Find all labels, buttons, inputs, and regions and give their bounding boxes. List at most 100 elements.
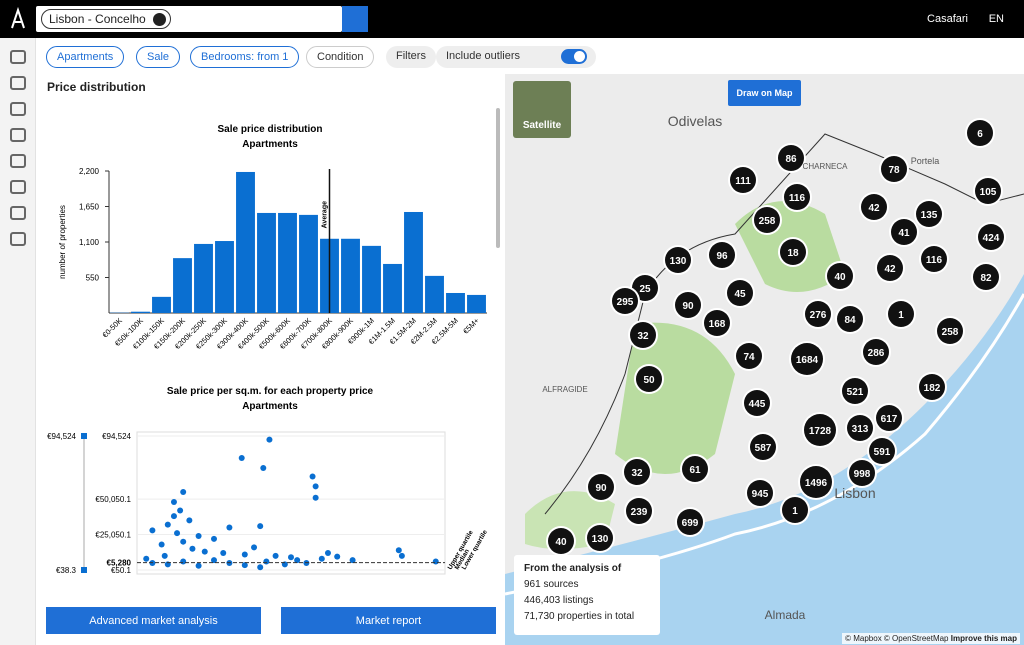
place-label: ALFRAGIDE — [542, 385, 587, 394]
place-label: Almada — [765, 608, 806, 622]
point — [349, 557, 356, 564]
point — [143, 555, 150, 562]
filter[interactable]: Sale — [136, 46, 181, 68]
cluster-core — [704, 310, 730, 336]
cluster-core — [919, 374, 945, 400]
cluster-label: 945 — [752, 489, 769, 500]
cluster-label: 521 — [847, 387, 864, 398]
cluster-core — [612, 288, 638, 314]
cluster-core — [861, 194, 887, 220]
point — [161, 552, 168, 559]
cluster-core — [782, 497, 808, 523]
point — [164, 521, 171, 528]
button[interactable]: Advanced market analysis — [46, 607, 261, 634]
cluster-core — [978, 224, 1004, 250]
cluster-core — [665, 247, 691, 273]
analysis-item: 446,403 listings — [524, 595, 594, 606]
filter[interactable]: Apartments — [46, 46, 125, 68]
cluster-label: 40 — [555, 537, 567, 548]
cluster-label: 90 — [595, 483, 607, 494]
point — [238, 455, 245, 462]
nav-icon[interactable] — [9, 180, 26, 194]
filter[interactable]: Filters — [386, 46, 436, 68]
point — [201, 548, 208, 555]
point — [288, 554, 294, 561]
cluster-core — [847, 415, 873, 441]
scrollbar[interactable] — [496, 108, 500, 248]
nav-icon[interactable] — [9, 102, 26, 116]
cluster-label: 239 — [631, 507, 648, 518]
point — [189, 545, 196, 552]
draw-button[interactable]: Draw on Map — [728, 80, 801, 106]
nav-icon[interactable] — [9, 76, 26, 90]
search-box[interactable]: Lisbon - Concelho — [36, 6, 342, 32]
bar — [446, 292, 465, 313]
nav-icon[interactable] — [9, 154, 26, 168]
cluster-core — [747, 480, 773, 506]
cluster-core — [750, 434, 776, 460]
button[interactable]: Market report — [281, 607, 496, 634]
cluster-label: 50 — [643, 375, 655, 386]
point — [294, 557, 301, 564]
cluster-core — [624, 459, 650, 485]
y-tick-label: €50.1 — [111, 566, 132, 575]
cluster-label: 90 — [682, 301, 694, 312]
point — [272, 552, 279, 559]
top-bar: Lisbon - Concelho Casafari EN — [0, 0, 1024, 38]
point — [158, 541, 165, 548]
cluster-label: 182 — [924, 383, 941, 394]
cluster-label: 445 — [749, 399, 766, 410]
nav-icon[interactable] — [9, 128, 26, 142]
point — [260, 464, 267, 471]
range-label: €38.3 — [56, 566, 77, 575]
cluster-label: 96 — [716, 251, 728, 262]
cluster-label: 6 — [977, 129, 983, 140]
satellite-toggle[interactable]: Satellite — [513, 81, 571, 138]
panel: Price distribution Sale price distributi… — [36, 74, 505, 645]
point — [334, 553, 341, 560]
y-axis-label: number of properties — [58, 205, 67, 279]
chip-label: Lisbon - Concelho — [49, 12, 146, 26]
cluster-label: 1 — [898, 310, 904, 321]
point — [324, 550, 331, 557]
filter[interactable]: Include outliers — [436, 46, 596, 68]
nav-icon[interactable] — [9, 50, 26, 64]
point — [195, 533, 202, 540]
nav-icon[interactable] — [9, 232, 26, 246]
point — [257, 523, 264, 530]
improve-link[interactable]: Improve this map — [950, 634, 1017, 643]
cluster-core — [837, 306, 863, 332]
point — [263, 558, 270, 565]
annotation: Average — [322, 201, 329, 228]
user-menu[interactable]: Casafari — [927, 13, 968, 25]
range-handle[interactable] — [81, 567, 87, 573]
cluster-label: 42 — [868, 203, 880, 214]
point — [220, 550, 227, 557]
sidebar — [0, 38, 36, 645]
cluster-core — [881, 156, 907, 182]
nav-icon[interactable] — [9, 206, 26, 220]
cluster-label: 295 — [617, 297, 634, 308]
cluster-label: 40 — [834, 272, 846, 283]
search-button[interactable] — [342, 6, 368, 32]
place-label: Odivelas — [668, 113, 722, 129]
filter[interactable]: Condition — [306, 46, 375, 68]
search-chip[interactable]: Lisbon - Concelho — [41, 9, 171, 29]
cluster-label: 111 — [735, 176, 751, 187]
y-tick-label: €25,050.1 — [95, 531, 131, 540]
cluster-label: 617 — [881, 414, 898, 425]
point — [211, 535, 217, 542]
chip-remove[interactable] — [152, 13, 166, 26]
point — [195, 562, 202, 569]
filter[interactable]: Bedrooms: from 1 — [190, 46, 300, 68]
cluster-core — [791, 343, 823, 375]
cluster-label: 116 — [926, 255, 943, 266]
range-handle[interactable] — [81, 433, 87, 439]
cluster-label: 78 — [888, 165, 900, 176]
cluster-core — [888, 301, 914, 327]
language[interactable]: EN — [988, 13, 1004, 25]
toggle[interactable] — [561, 49, 587, 64]
cluster-core — [921, 246, 947, 272]
bar — [467, 294, 486, 313]
